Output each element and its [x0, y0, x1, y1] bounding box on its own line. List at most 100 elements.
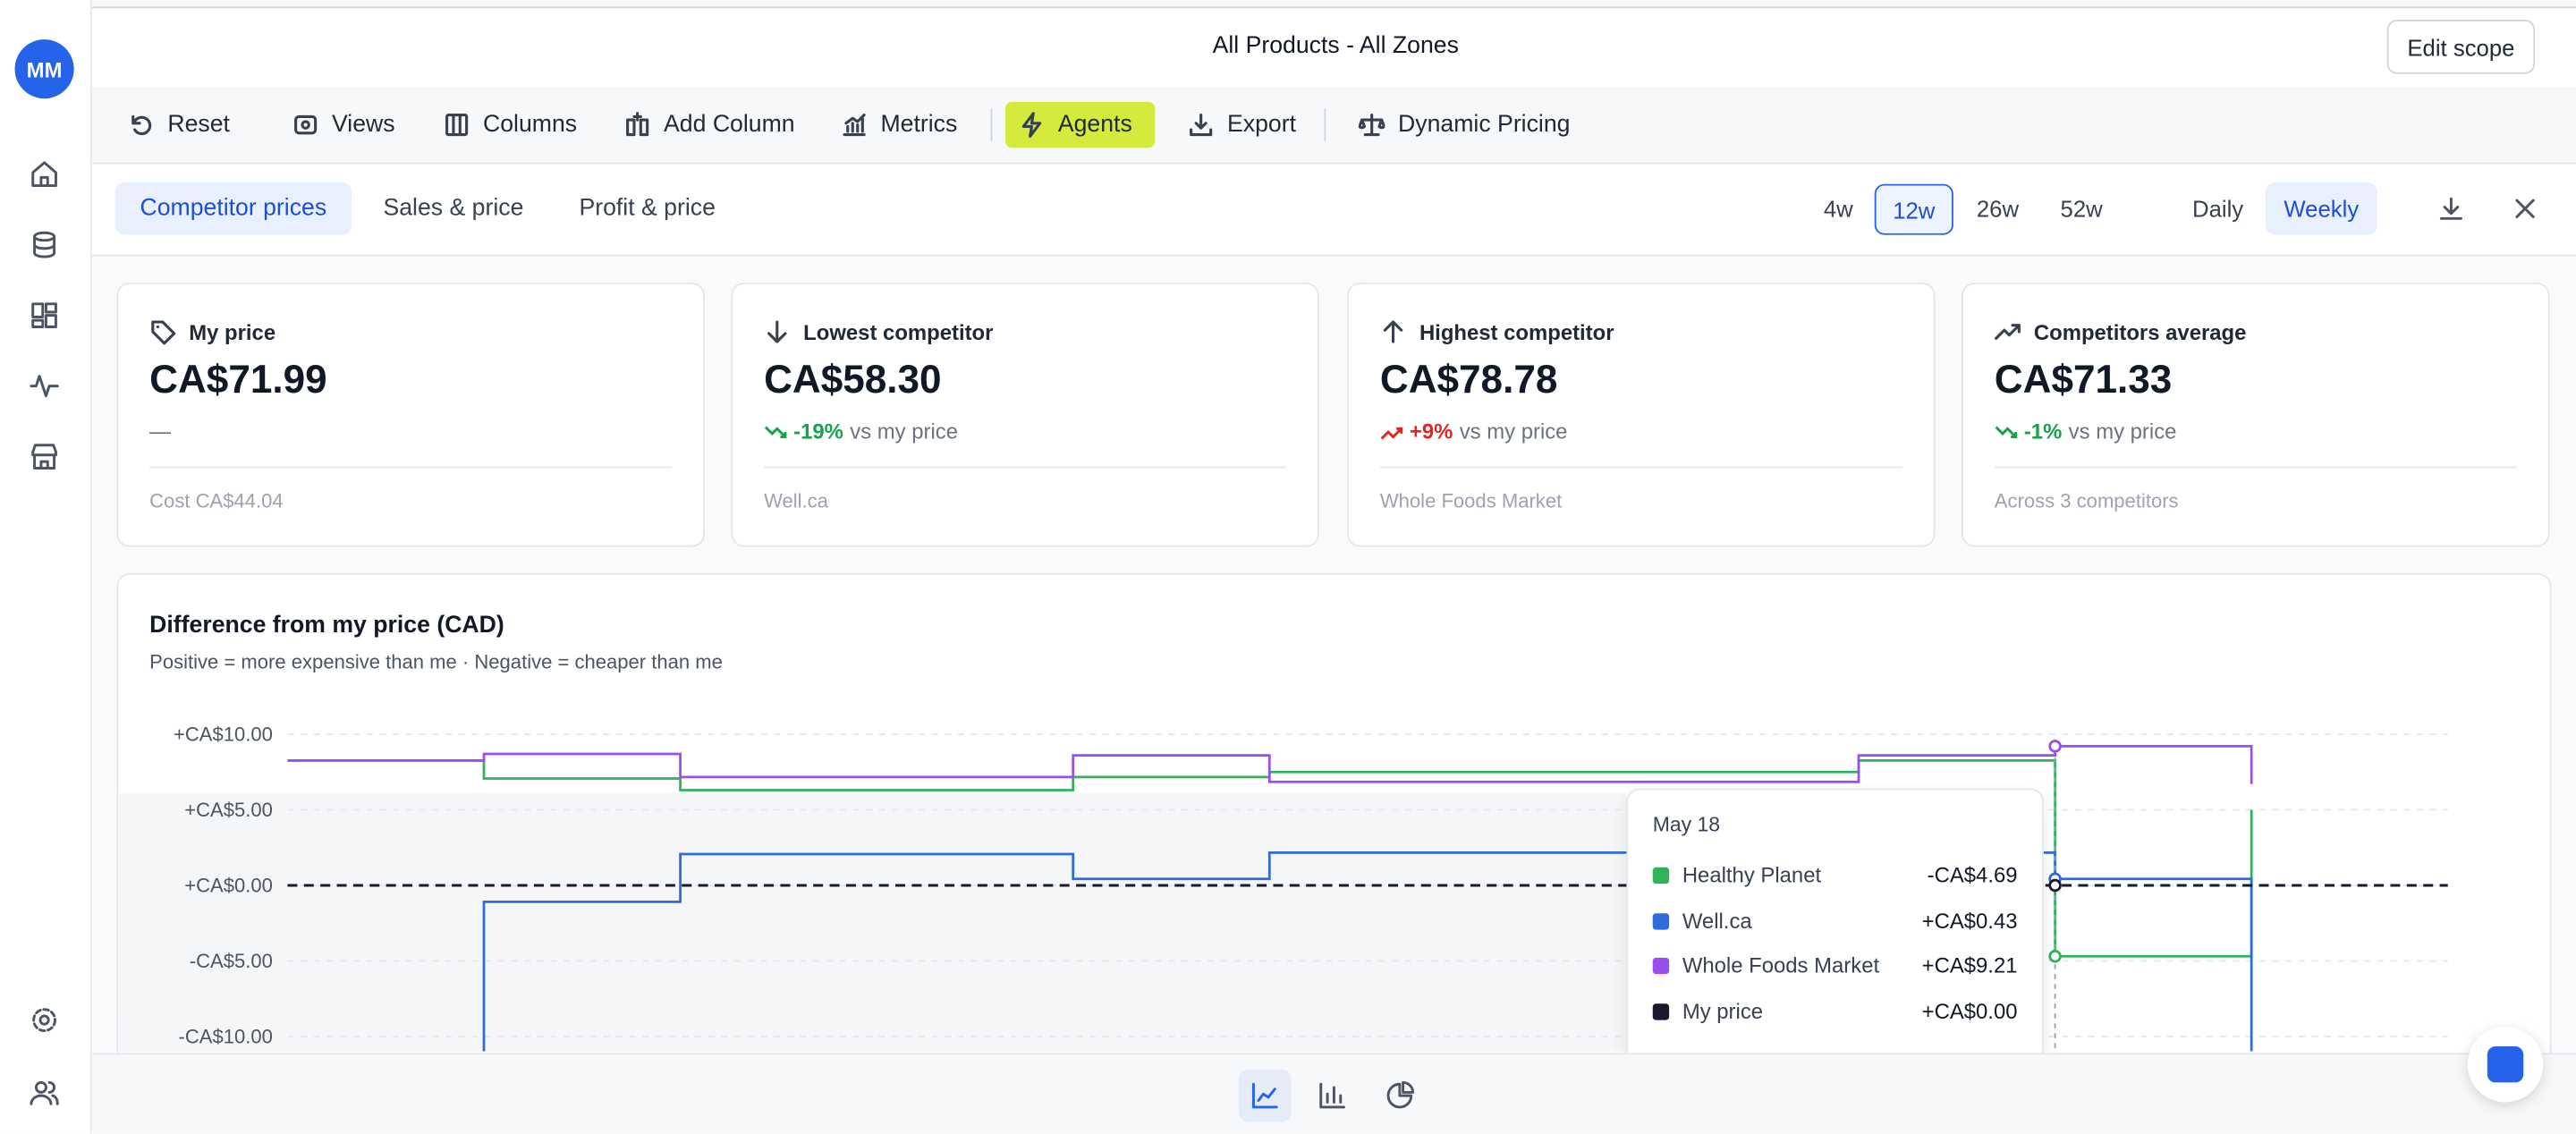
header-title: All Products - All Zones	[1212, 32, 1459, 60]
separator	[1324, 108, 1326, 141]
icon-path	[764, 425, 787, 438]
tooltip-date: May 18	[1652, 813, 1721, 836]
granularity-button[interactable]: Weekly	[2265, 182, 2377, 235]
legend-swatch	[1652, 867, 1670, 884]
icon-path	[1383, 320, 1403, 343]
y-tick-label: +CA$5.00	[184, 799, 273, 821]
reset-button[interactable]: Reset	[115, 102, 243, 148]
card-icon	[1383, 320, 1403, 343]
database-icon[interactable]	[30, 230, 59, 259]
dynamic-pricing-button[interactable]: Dynamic Pricing	[1345, 102, 1583, 148]
label: Views	[332, 111, 395, 139]
y-tick-label: -CA$5.00	[190, 950, 273, 972]
add-column-button[interactable]: Add Column	[611, 102, 808, 148]
card-change: -1% vs my price	[1995, 419, 2177, 444]
card-change: -19% vs my price	[764, 419, 958, 444]
y-tick-label: +CA$10.00	[174, 723, 273, 745]
legend-swatch	[1652, 1003, 1670, 1020]
tooltip-value: -CA$4.69	[1927, 862, 2018, 887]
views-button[interactable]: Views	[279, 102, 408, 148]
card-icon	[1995, 324, 2021, 340]
hover-band	[118, 793, 1627, 1052]
card-label: Highest competitor	[1419, 320, 1614, 345]
pie-chart-icon[interactable]	[1385, 1080, 1415, 1111]
tooltip-value: +CA$0.00	[1921, 997, 2018, 1023]
activity-icon[interactable]	[30, 371, 59, 401]
legend-swatch	[1652, 912, 1670, 929]
card-value: CA$58.30	[764, 358, 942, 403]
divider	[764, 466, 1287, 469]
tooltip-value: +CA$9.21	[1921, 952, 2018, 977]
chart-subtitle: Positive = more expensive than me · Nega…	[149, 650, 723, 674]
chart: +CA$10.00 +CA$5.00 +CA$0.00 -CA$5.00 -CA$10.…	[118, 723, 2448, 1052]
range-button[interactable]: 26w	[1976, 195, 2020, 222]
kpi-card: Highest competitor CA$78.78 +9% vs my price…	[1347, 282, 1936, 547]
label: Columns	[483, 111, 578, 139]
change-value: -19%	[793, 419, 843, 444]
tooltip: May 18 Healthy Planet -CA$4.69 Well.ca +CA$…	[1626, 788, 2044, 1071]
card-value: CA$71.33	[1994, 358, 2173, 403]
export-button[interactable]: Export	[1174, 102, 1309, 148]
legend-label: Well.ca	[1682, 907, 1752, 933]
metrics-button[interactable]: Metrics	[828, 102, 970, 148]
card-note: Cost CA$44.04	[149, 489, 284, 513]
chat-button[interactable]	[2467, 1026, 2544, 1103]
change-suffix: vs my price	[850, 419, 958, 444]
card-change: +9% vs my price	[1380, 419, 1568, 444]
label: Add Column	[664, 111, 795, 139]
users-icon[interactable]	[30, 1078, 59, 1107]
card-value: CA$78.78	[1379, 358, 1558, 403]
card-note: Well.ca	[764, 489, 828, 513]
tooltip-value: +CA$0.43	[1921, 907, 2018, 933]
range-button[interactable]: 4w	[1823, 195, 1853, 222]
settings-icon[interactable]	[30, 1005, 59, 1035]
range-button[interactable]: 12w	[1874, 183, 1953, 235]
card-icon	[151, 320, 176, 345]
download-icon[interactable]	[2436, 194, 2466, 224]
tab[interactable]: Competitor prices	[114, 182, 352, 235]
card-change: —	[149, 419, 171, 444]
avatar[interactable]: MM	[14, 39, 74, 99]
close-icon[interactable]	[2511, 194, 2540, 224]
card-label: My price	[189, 320, 276, 345]
legend-swatch	[1652, 957, 1670, 975]
chart-title: Difference from my price (CAD)	[149, 613, 504, 639]
toolbar	[91, 87, 2576, 165]
y-tick-label: -CA$10.00	[179, 1025, 273, 1047]
header: All Products - All Zones Edit scope	[91, 6, 2576, 89]
bar-chart-icon[interactable]	[1318, 1081, 1347, 1111]
trend-icon	[1995, 425, 2018, 438]
y-tick-label: +CA$0.00	[184, 874, 273, 896]
chat-icon	[2487, 1046, 2524, 1083]
kpi-card: Lowest competitor CA$58.30 -19% vs my price…	[731, 282, 1319, 547]
label: Reset	[167, 111, 230, 139]
change-suffix: vs my price	[2068, 419, 2177, 444]
divider	[1379, 466, 1902, 469]
bottom-bar	[91, 1053, 2576, 1134]
label: Metrics	[880, 111, 958, 139]
grid-icon[interactable]	[30, 300, 59, 330]
icon-path	[1995, 425, 2018, 438]
change-value: —	[149, 419, 172, 444]
separator	[990, 108, 993, 141]
home-icon[interactable]	[30, 159, 59, 189]
trend-icon	[1380, 427, 1403, 439]
hover-point	[2048, 878, 2062, 893]
card-note: Whole Foods Market	[1379, 489, 1563, 513]
icon-path	[1995, 324, 2021, 340]
line-chart-icon[interactable]	[1250, 1081, 1280, 1111]
card-label: Competitors average	[2033, 320, 2247, 345]
granularity-button[interactable]: Daily	[2192, 195, 2244, 222]
change-suffix: vs my price	[1459, 419, 1568, 444]
hover-point	[2048, 949, 2062, 963]
range-button[interactable]: 52w	[2060, 195, 2103, 222]
card-label: Lowest competitor	[803, 320, 994, 345]
columns-button[interactable]: Columns	[430, 102, 590, 148]
store-icon[interactable]	[30, 442, 59, 471]
tab[interactable]: Sales & price	[383, 195, 524, 222]
agents-button[interactable]: Agents	[1005, 101, 1156, 148]
edit-scope-button[interactable]: Edit scope	[2386, 20, 2536, 74]
tab[interactable]: Profit & price	[579, 195, 716, 222]
